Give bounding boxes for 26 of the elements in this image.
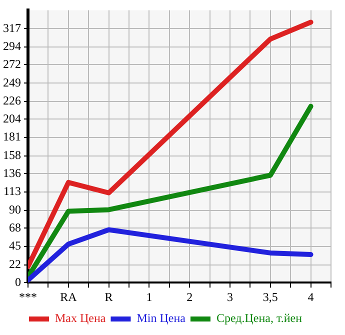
y-tick-label: 272 <box>3 56 21 71</box>
legend-label: Max Цена <box>54 311 106 326</box>
y-tick-label: 45 <box>9 238 21 253</box>
legend-label: Min Цена <box>136 311 186 326</box>
x-tick-label: *** <box>19 290 37 304</box>
x-tick-label: 4 <box>308 290 314 304</box>
y-tick-label: 0 <box>15 274 21 289</box>
y-tick-label: 136 <box>3 166 21 180</box>
y-tick-label: 90 <box>9 202 21 217</box>
y-tick-label: 317 <box>3 20 21 35</box>
y-tick-label: 181 <box>3 130 21 144</box>
y-tick-label: 294 <box>3 39 21 54</box>
y-tick-label: 22 <box>9 257 21 272</box>
y-tick-label: 113 <box>3 184 21 198</box>
y-tick-label: 226 <box>3 94 21 108</box>
legend-label: Сред.Цена, т.йен <box>216 311 303 326</box>
y-tick-label: 204 <box>3 111 21 126</box>
x-tick-label: R <box>104 290 113 304</box>
x-tick-label: 2 <box>186 290 193 304</box>
x-tick-label: RA <box>60 290 78 304</box>
x-tick-label: 3,5 <box>262 290 278 304</box>
y-tick-label: 249 <box>3 75 21 90</box>
y-tick-label: 68 <box>9 220 21 234</box>
y-tick-label: 158 <box>3 148 21 162</box>
x-tick-label: 1 <box>146 290 152 304</box>
x-tick-label: 3 <box>227 290 233 304</box>
